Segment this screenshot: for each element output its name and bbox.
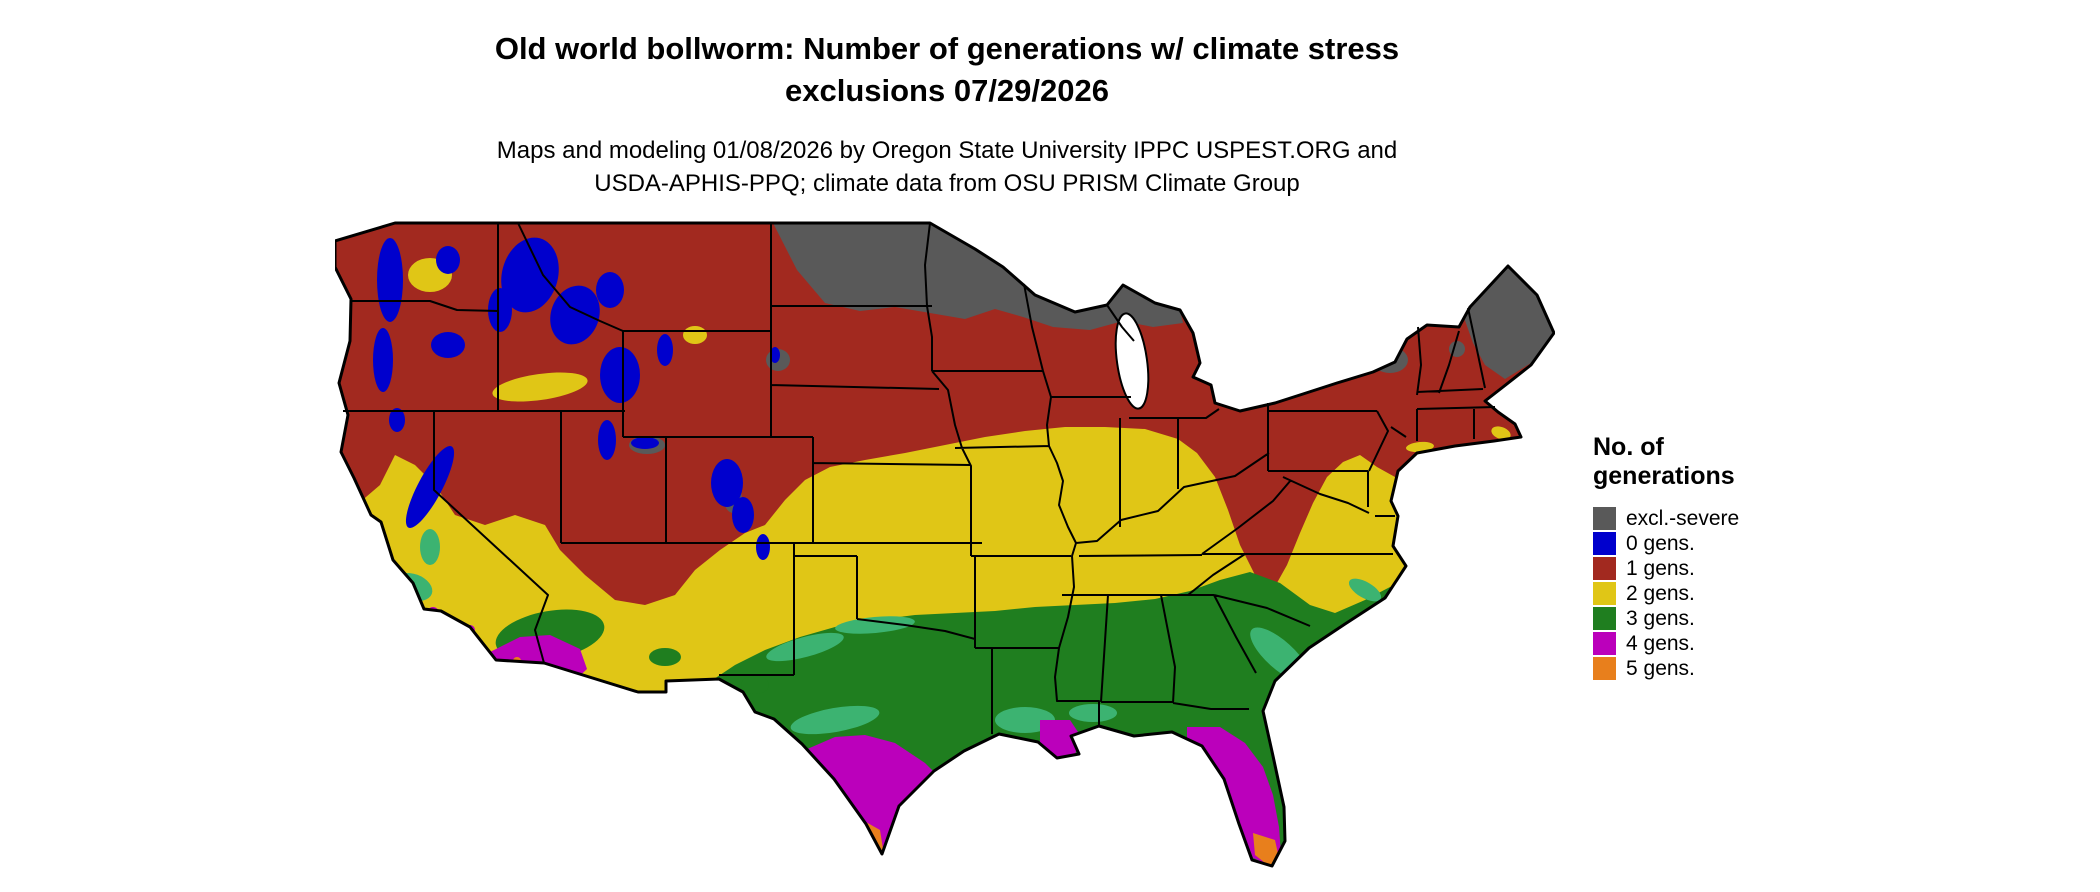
fringe-nc-coast (1348, 578, 1382, 602)
legend-swatch-5gens (1593, 657, 1616, 680)
legend-item-1gens: 1 gens. (1593, 557, 1739, 580)
region-2gens-bighorn-basin (683, 326, 707, 344)
blue-sangre-de-cristo (756, 534, 770, 560)
blue-idaho-rockies (501, 237, 559, 313)
blue-montana-rockies (550, 285, 600, 345)
legend-swatch-3gens (1593, 607, 1616, 630)
legend-label-4gens: 4 gens. (1626, 632, 1695, 655)
legend-swatch-1gens (1593, 557, 1616, 580)
us-outline (333, 221, 1556, 868)
blue-shasta (389, 408, 405, 432)
legend-swatch-2gens (1593, 582, 1616, 605)
legend-title-line1: No. of (1593, 433, 1664, 461)
page-title: Old world bollworm: Number of generation… (0, 28, 1894, 112)
header: Old world bollworm: Number of generation… (0, 28, 1894, 200)
region-5gens-florida-tip (1253, 833, 1280, 866)
blue-little-belt (596, 272, 624, 308)
blue-yellowstone (600, 347, 640, 403)
region-2gens-cape-cod (1491, 426, 1511, 440)
region-5gens-keys-2 (1270, 870, 1276, 876)
region-2gens-snake-plain (492, 372, 588, 402)
legend-item-0gens: 0 gens. (1593, 532, 1739, 555)
blue-blue-mtns (431, 332, 465, 358)
legend-label-1gens: 1 gens. (1626, 557, 1695, 580)
legend-label-2gens: 2 gens. (1626, 582, 1695, 605)
fringe-ca-foothills (420, 529, 440, 565)
region-3gens-new-mexico (649, 648, 681, 666)
region-4gens-louisiana-delta (1040, 720, 1080, 757)
region-3gens-davis-mtns (741, 676, 769, 694)
region-excl-severe-north (773, 223, 1183, 330)
legend-title: No. of generations (1593, 433, 1739, 491)
page-subtitle: Maps and modeling 01/08/2026 by Oregon S… (0, 134, 1894, 200)
region-2gens-long-island (1406, 441, 1434, 453)
blue-black-hills (770, 347, 780, 363)
blue-bighorn-mtns (657, 334, 673, 366)
us-map (333, 221, 1556, 877)
map-legend: No. of generations excl.-severe 0 gens. … (1593, 433, 1739, 682)
fringe-texas-south (790, 705, 880, 735)
blue-colorado-north (711, 459, 743, 507)
page-subtitle-line1: Maps and modeling 01/08/2026 by Oregon S… (496, 137, 1398, 164)
region-5gens-keys-1 (1257, 871, 1263, 877)
blue-colorado-south (732, 497, 754, 533)
page-title-line1: Old world bollworm: Number of generation… (494, 31, 1400, 66)
blue-wasatch (598, 420, 616, 460)
page-subtitle-line2: USDA-APHIS-PPQ; climate data from OSU PR… (594, 170, 1300, 197)
legend-item-3gens: 3 gens. (1593, 607, 1739, 630)
us-map-container (333, 215, 1556, 885)
blue-bitterroot (488, 288, 512, 332)
blue-ne-washington (436, 246, 460, 274)
legend-label-5gens: 5 gens. (1626, 657, 1695, 680)
legend-swatch-4gens (1593, 632, 1616, 655)
legend-item-4gens: 4 gens. (1593, 632, 1739, 655)
fringe-gulf-coast (1069, 704, 1117, 722)
region-excl-severe-maine (1463, 266, 1554, 379)
legend-label-excl-severe: excl.-severe (1626, 507, 1740, 530)
legend-swatch-excl-severe (1593, 507, 1616, 530)
legend-label-0gens: 0 gens. (1626, 532, 1695, 555)
region-4gens-florida (1187, 727, 1281, 865)
legend-item-excl-severe: excl.-severe (1593, 507, 1739, 530)
lake-michigan (1114, 312, 1150, 410)
blue-sierra-nevada (405, 445, 455, 529)
blue-cascades-wa (377, 238, 403, 322)
fringe-texas-north (835, 616, 915, 634)
region-5gens-keys-3 (1282, 865, 1288, 866)
blue-uinta (631, 437, 659, 449)
legend-item-5gens: 5 gens. (1593, 657, 1739, 680)
legend-swatch-0gens (1593, 532, 1616, 555)
legend-item-2gens: 2 gens. (1593, 582, 1739, 605)
page-title-line2: exclusions 07/29/2026 (784, 73, 1109, 108)
blue-cascades-or (373, 328, 393, 392)
legend-title-line2: generations (1593, 462, 1735, 490)
fringe-texas-west (766, 632, 844, 662)
legend-label-3gens: 3 gens. (1626, 607, 1695, 630)
state-borders (343, 222, 1496, 734)
